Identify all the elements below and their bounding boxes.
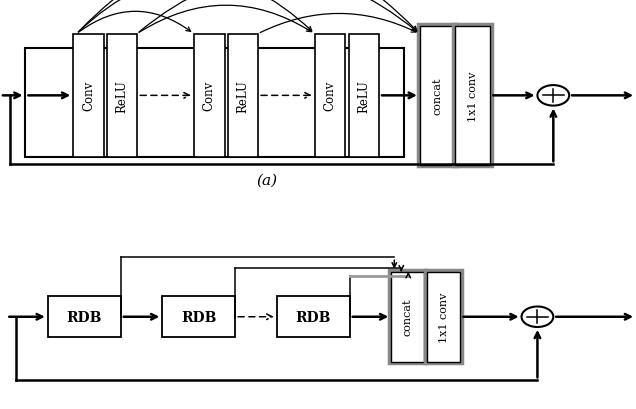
Bar xyxy=(389,271,426,363)
Text: ReLU: ReLU xyxy=(237,80,249,112)
Bar xyxy=(453,25,492,167)
Bar xyxy=(162,297,235,337)
Bar xyxy=(418,25,457,167)
Text: Conv: Conv xyxy=(203,81,216,111)
Bar xyxy=(228,35,258,157)
Bar xyxy=(25,49,404,157)
Bar xyxy=(455,27,490,166)
Bar xyxy=(107,35,137,157)
Text: concat: concat xyxy=(432,77,443,115)
Text: RDB: RDB xyxy=(181,310,216,324)
Bar xyxy=(48,297,121,337)
Bar xyxy=(391,272,424,362)
Text: concat: concat xyxy=(403,298,413,336)
Text: RDB: RDB xyxy=(296,310,331,324)
Bar xyxy=(315,35,345,157)
Bar xyxy=(349,35,379,157)
Bar xyxy=(425,271,462,363)
Text: 1x1 conv: 1x1 conv xyxy=(467,71,478,121)
Text: RDB: RDB xyxy=(67,310,102,324)
Text: ReLU: ReLU xyxy=(357,80,370,112)
Bar xyxy=(420,27,455,166)
Bar xyxy=(277,297,350,337)
Text: ReLU: ReLU xyxy=(116,80,128,112)
Text: Conv: Conv xyxy=(82,81,95,111)
Bar xyxy=(73,35,104,157)
Text: Conv: Conv xyxy=(324,81,336,111)
Bar xyxy=(194,35,225,157)
Text: 1x1 conv: 1x1 conv xyxy=(439,292,449,342)
Bar xyxy=(427,272,460,362)
Text: (a): (a) xyxy=(256,173,278,187)
